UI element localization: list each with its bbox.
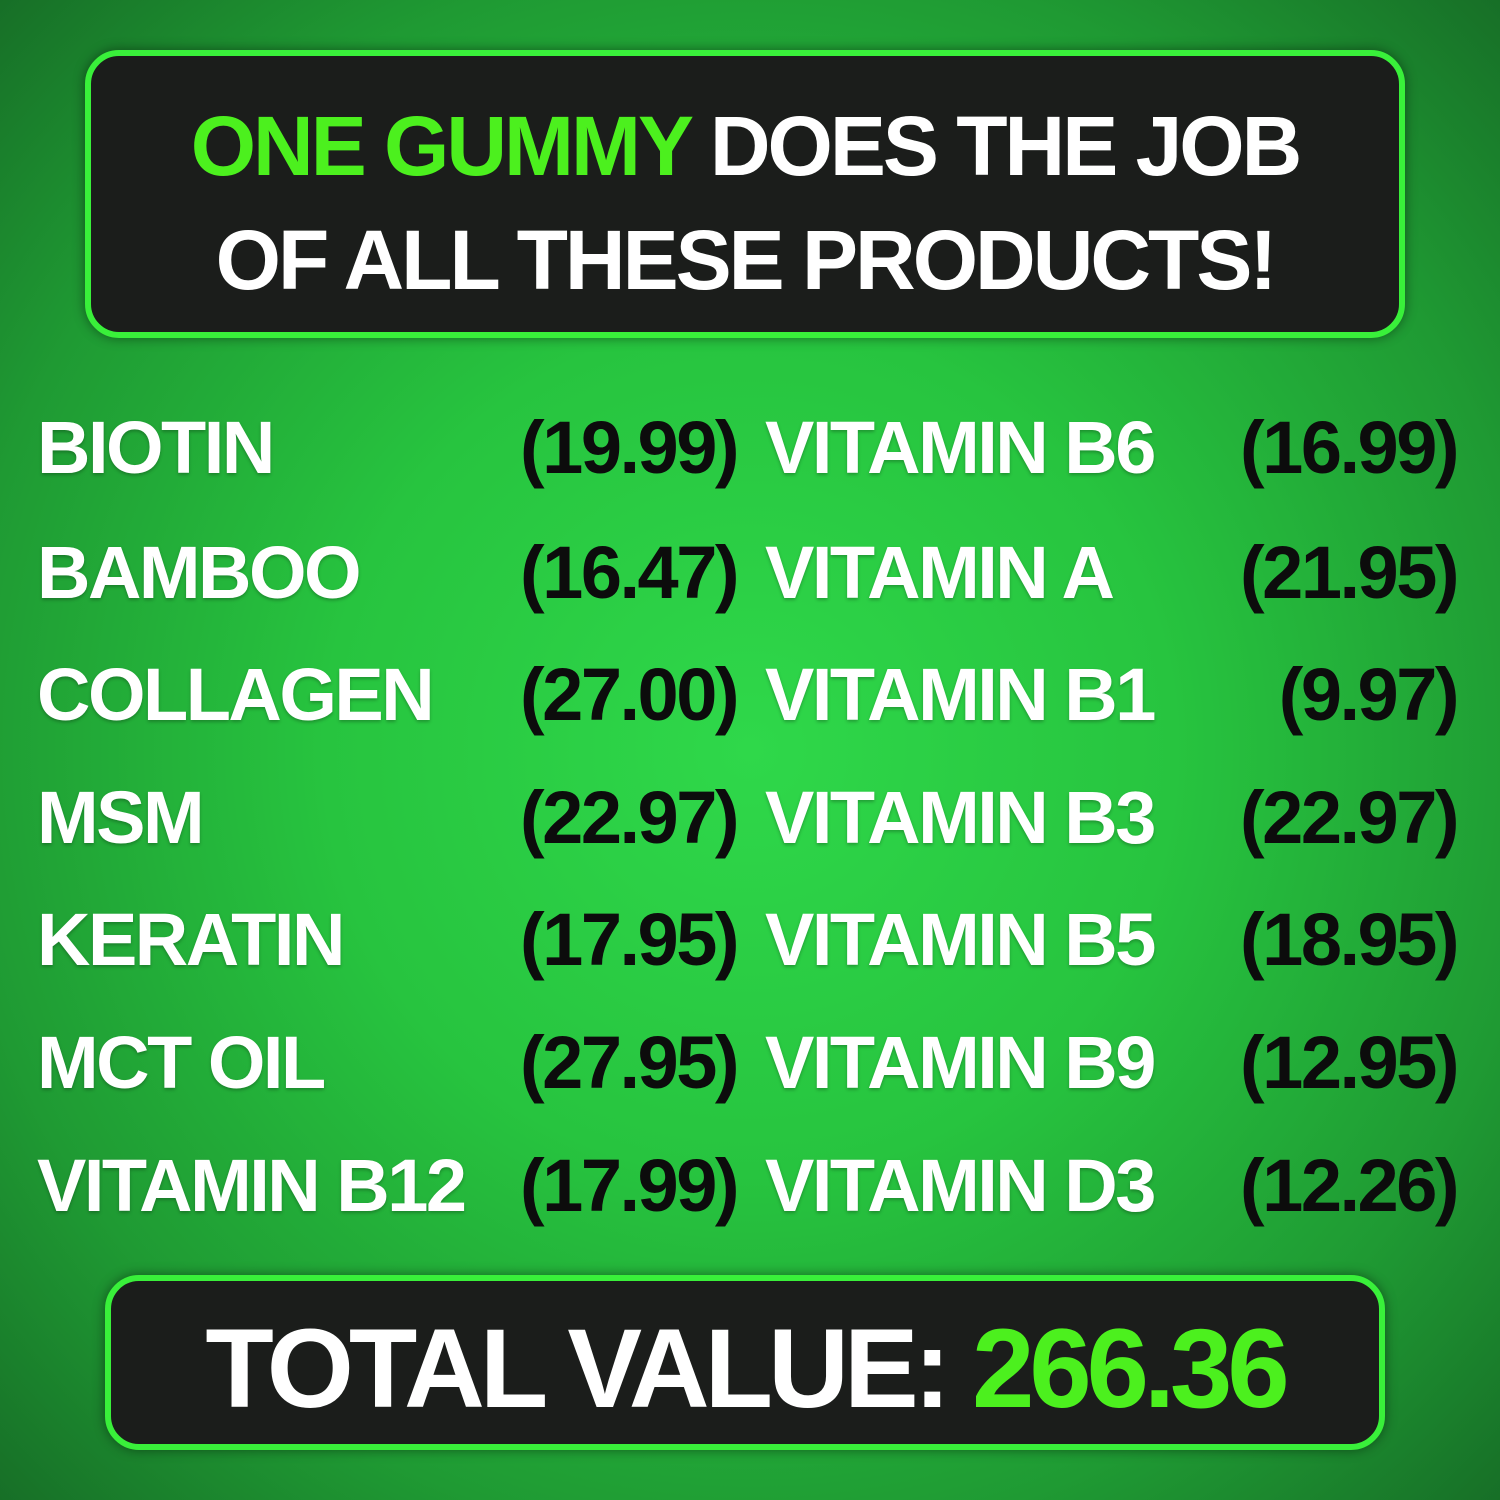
product-price: (18.95) (1240, 898, 1459, 981)
product-name: COLLAGEN (37, 653, 435, 736)
product-price: (22.97) (1240, 776, 1459, 859)
product-name: VITAMIN D3 (765, 1144, 1156, 1227)
headline-line-1: ONE GUMMY DOES THE JOB (91, 104, 1399, 188)
product-row: VITAMIN B12 (17.99) VITAMIN D3 (12.26) (0, 1143, 1500, 1233)
product-price: (17.95) (520, 898, 739, 981)
total-label: TOTAL VALUE: (205, 1306, 973, 1431)
product-row: COLLAGEN (27.00) VITAMIN B1 (9.97) (0, 652, 1500, 742)
product-name: VITAMIN B12 (37, 1144, 467, 1227)
product-row: KERATIN (17.95) VITAMIN B5 (18.95) (0, 897, 1500, 987)
product-price: (27.00) (520, 653, 739, 736)
headline-banner: ONE GUMMY DOES THE JOB OF ALL THESE PROD… (85, 50, 1405, 338)
headline-line-2: OF ALL THESE PRODUCTS! (215, 213, 1278, 307)
product-name: VITAMIN B9 (765, 1021, 1156, 1104)
total-value-banner: TOTAL VALUE: 266.36 (105, 1275, 1385, 1450)
product-name: KERATIN (37, 898, 345, 981)
product-name: VITAMIN A (765, 531, 1115, 614)
total-amount: 266.36 (972, 1306, 1290, 1431)
product-price: (16.99) (1240, 406, 1459, 489)
product-name: MSM (37, 776, 205, 859)
product-row: BIOTIN (19.99) VITAMIN B6 (16.99) (0, 405, 1500, 495)
product-name: VITAMIN B1 (765, 653, 1156, 736)
product-row: MCT OIL (27.95) VITAMIN B9 (12.95) (0, 1020, 1500, 1110)
product-name: VITAMIN B5 (765, 898, 1156, 981)
product-row: MSM (22.97) VITAMIN B3 (22.97) (0, 775, 1500, 865)
product-name: BIOTIN (37, 406, 275, 489)
product-price: (27.95) (520, 1021, 739, 1104)
product-price: (12.26) (1240, 1144, 1459, 1227)
product-price: (16.47) (520, 531, 739, 614)
product-name: BAMBOO (37, 531, 362, 614)
product-price: (12.95) (1240, 1021, 1459, 1104)
headline-accent: ONE GUMMY (190, 99, 693, 193)
product-price: (21.95) (1240, 531, 1459, 614)
product-price: (17.99) (520, 1144, 739, 1227)
product-price: (22.97) (520, 776, 739, 859)
product-name: MCT OIL (37, 1021, 326, 1104)
headline-line-1-rest: DOES THE JOB (689, 99, 1302, 193)
product-name: VITAMIN B6 (765, 406, 1156, 489)
product-price: (19.99) (520, 406, 739, 489)
product-price: (9.97) (1278, 653, 1460, 736)
product-row: BAMBOO (16.47) VITAMIN A (21.95) (0, 530, 1500, 620)
product-name: VITAMIN B3 (765, 776, 1156, 859)
